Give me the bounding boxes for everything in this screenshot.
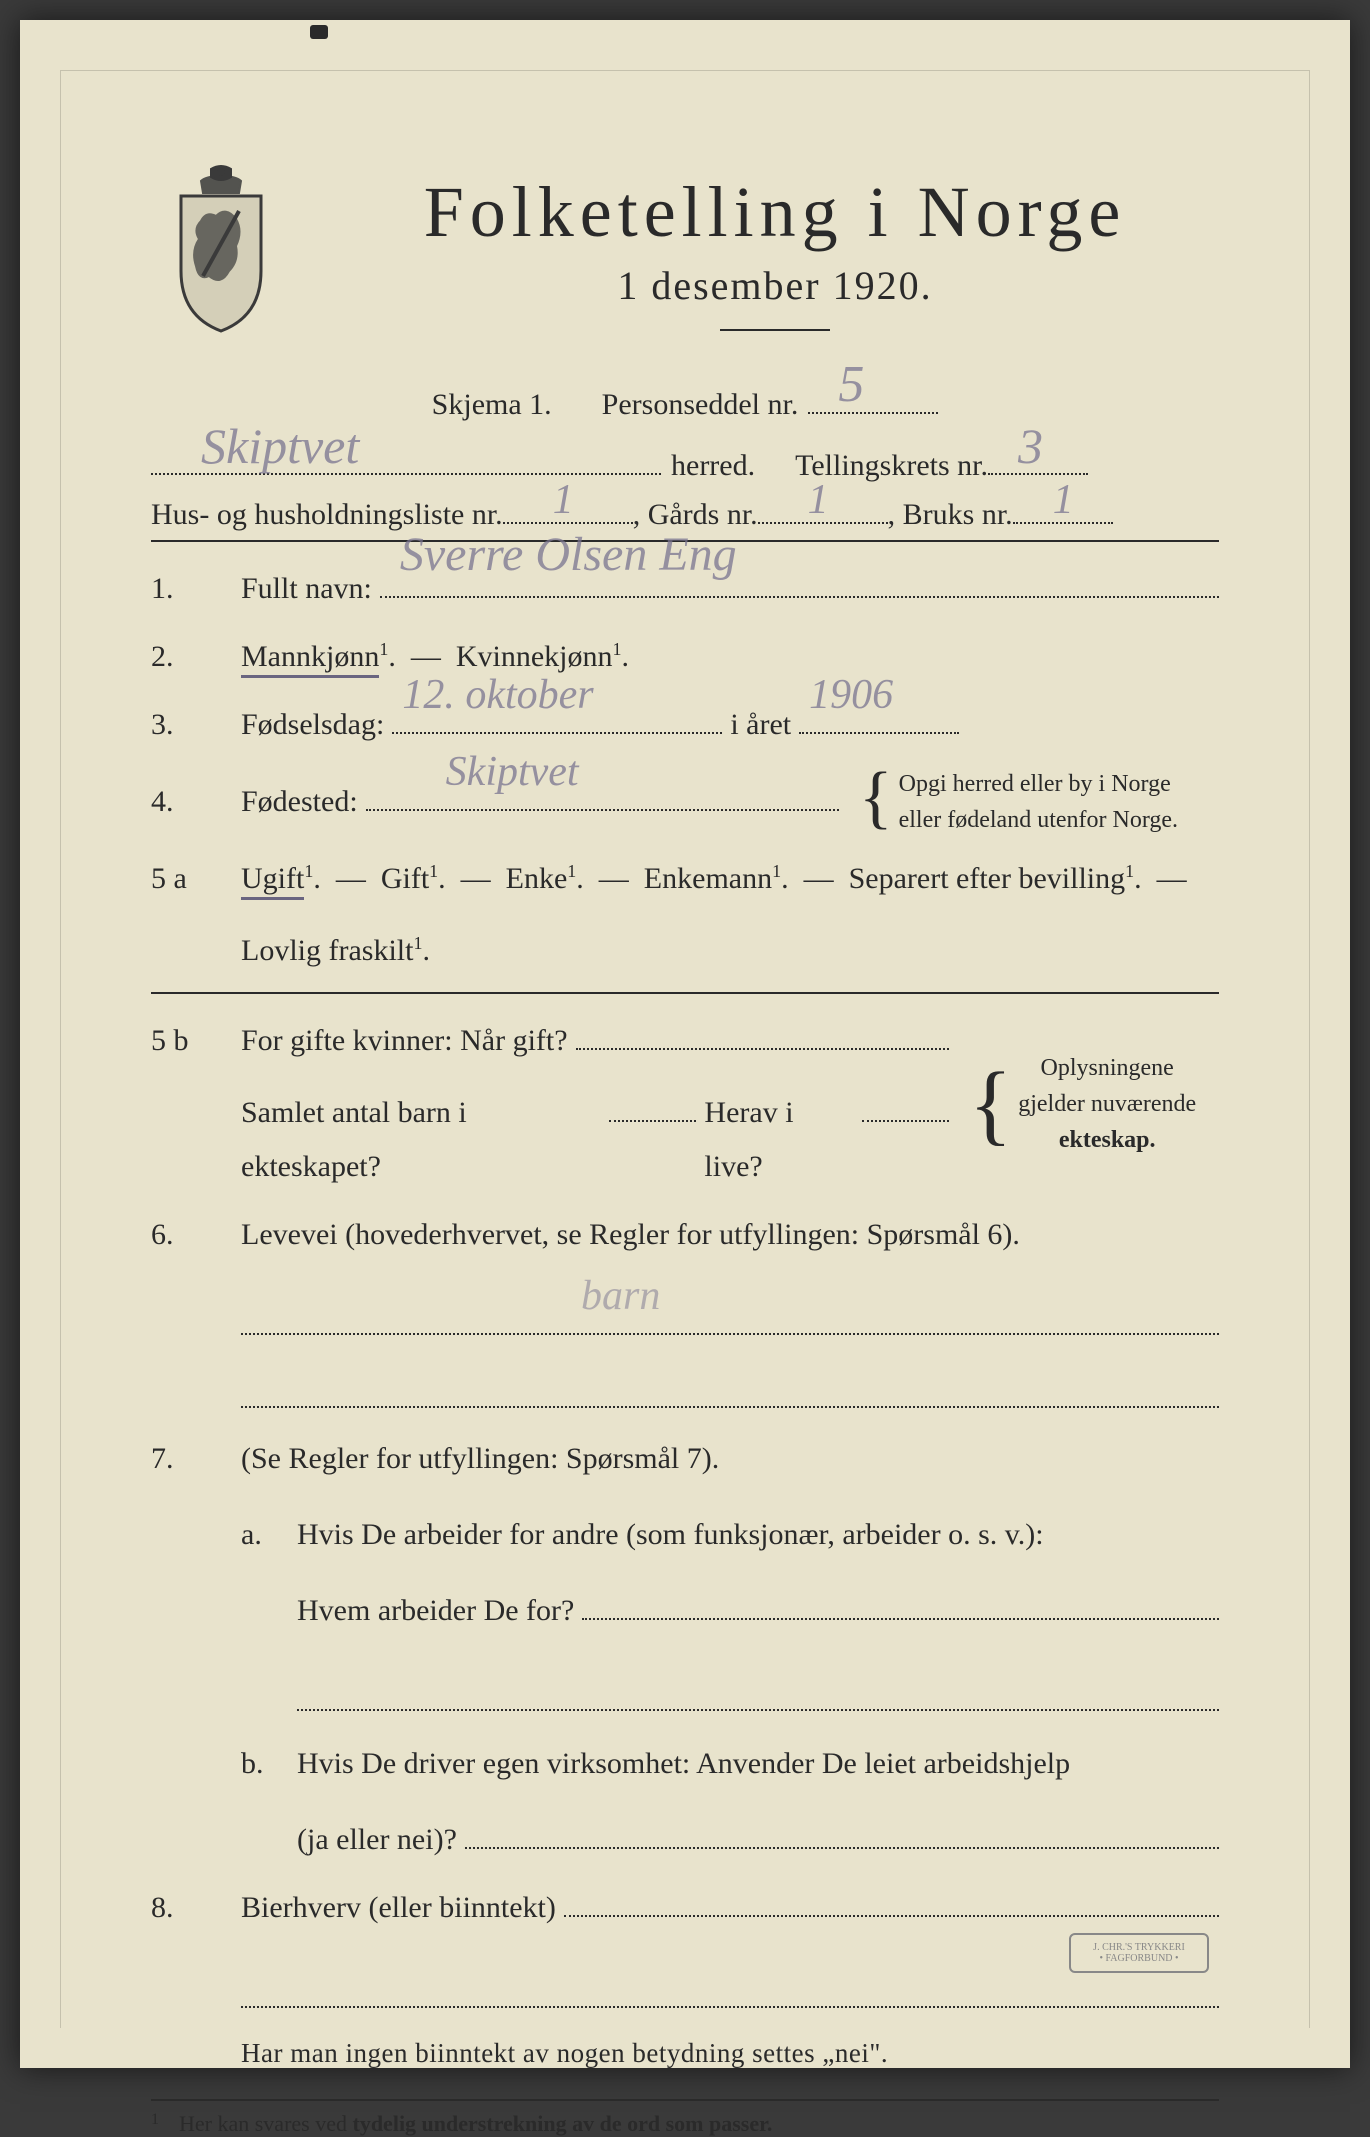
q5b-line1a: For gifte kvinner: Når gift? bbox=[241, 1014, 568, 1068]
tellingskrets-value: 3 bbox=[1018, 417, 1043, 475]
skjema-label-1: Skjema 1. bbox=[432, 388, 552, 422]
q4-num: 4. bbox=[151, 785, 221, 819]
q7b-line2: (ja eller nei)? bbox=[297, 1813, 457, 1867]
q5a-num: 5 a bbox=[151, 862, 221, 896]
question-7: 7. (Se Regler for utfyllingen: Spørsmål … bbox=[151, 1432, 1219, 1867]
bottom-note: Har man ingen biinntekt av nogen betydni… bbox=[151, 2028, 1219, 2079]
q1-num: 1. bbox=[151, 572, 221, 606]
bruks-label: , Bruks nr. bbox=[888, 498, 1013, 532]
question-8: 8. Bierhverv (eller biinntekt) bbox=[151, 1881, 1219, 2008]
question-5a: 5 a Ugift1. — Gift1. — Enke1. — Enkemann… bbox=[151, 852, 1219, 978]
question-3: 3. Fødselsdag: 12. oktober i året 1906 bbox=[151, 698, 1219, 752]
title-divider bbox=[720, 329, 830, 331]
title-block: Folketelling i Norge 1 desember 1920. bbox=[331, 161, 1219, 361]
subtitle: 1 desember 1920. bbox=[331, 262, 1219, 309]
herred-label: herred. bbox=[661, 449, 765, 483]
printer-stamp: J. CHR.'S TRYKKERI • FAGFORBUND • bbox=[1069, 1933, 1209, 1973]
q5b-line2a: Samlet antal barn i ekteskapet? bbox=[241, 1086, 601, 1194]
q7a-line1: Hvis De arbeider for andre (som funksjon… bbox=[297, 1508, 1219, 1562]
q3-label-2: i året bbox=[730, 698, 791, 752]
q8-label: Bierhverv (eller biinntekt) bbox=[241, 1881, 556, 1935]
gards-value: 1 bbox=[808, 476, 829, 524]
q5b-note-1: Oplysningene bbox=[1018, 1050, 1196, 1086]
personseddel-value: 5 bbox=[838, 355, 864, 414]
question-6: 6. Levevei (hovederhvervet, se Regler fo… bbox=[151, 1208, 1219, 1408]
q6-text: Levevei (hovederhvervet, se Regler for u… bbox=[241, 1208, 1219, 1262]
q3-label-1: Fødselsdag: bbox=[241, 698, 384, 752]
skjema-row: Skjema 1. Personseddel nr. 5 bbox=[151, 381, 1219, 422]
coat-of-arms-icon bbox=[151, 161, 291, 341]
q7b-num: b. bbox=[241, 1737, 281, 1867]
q3-year: 1906 bbox=[809, 658, 893, 734]
q5b-line2b: Herav i live? bbox=[704, 1086, 854, 1194]
q5b-note-3: ekteskap. bbox=[1059, 1127, 1156, 1153]
q1-value: Sverre Olsen Eng bbox=[400, 512, 737, 598]
document-page: Folketelling i Norge 1 desember 1920. Sk… bbox=[20, 20, 1350, 2068]
footnote: 1 Her kan svares ved tydelig understrekn… bbox=[151, 2099, 1219, 2137]
question-5b: 5 b For gifte kvinner: Når gift? Samlet … bbox=[151, 1014, 1219, 1194]
question-4: 4. Fødested: Skiptvet { Opgi herred elle… bbox=[151, 766, 1219, 838]
header: Folketelling i Norge 1 desember 1920. bbox=[151, 161, 1219, 361]
q3-birthday: 12. oktober bbox=[402, 658, 593, 734]
q7a-line2: Hvem arbeider De for? bbox=[297, 1584, 574, 1638]
q1-label: Fullt navn: bbox=[241, 562, 372, 616]
q4-label: Fødested: bbox=[241, 775, 358, 829]
q7-num: 7. bbox=[151, 1442, 221, 1476]
q8-num: 8. bbox=[151, 1891, 221, 1925]
main-title: Folketelling i Norge bbox=[331, 171, 1219, 254]
q4-note-2: eller fødeland utenfor Norge. bbox=[899, 802, 1178, 838]
q6-value: barn bbox=[581, 1259, 660, 1335]
q4-note-1: Opgi herred eller by i Norge bbox=[899, 766, 1178, 802]
document-inner: Folketelling i Norge 1 desember 1920. Sk… bbox=[60, 70, 1310, 2028]
q5b-num: 5 b bbox=[151, 1024, 221, 1058]
question-2: 2. Mannkjønn1. — Kvinnekjønn1. bbox=[151, 630, 1219, 684]
q2-num: 2. bbox=[151, 640, 221, 674]
q5b-note-2: gjelder nuværende bbox=[1018, 1091, 1196, 1117]
bruks-value: 1 bbox=[1053, 476, 1074, 524]
q7b-line1: Hvis De driver egen virksomhet: Anvender… bbox=[297, 1737, 1219, 1791]
skjema-label-2: Personseddel nr. bbox=[602, 388, 799, 422]
divider-2 bbox=[151, 992, 1219, 994]
q7-intro: (Se Regler for utfyllingen: Spørsmål 7). bbox=[241, 1432, 1219, 1486]
q4-value: Skiptvet bbox=[446, 735, 579, 811]
q3-num: 3. bbox=[151, 708, 221, 742]
footnote-sup: 1 bbox=[151, 2111, 159, 2137]
herred-name-value: Skiptvet bbox=[201, 417, 359, 475]
q7a-num: a. bbox=[241, 1508, 281, 1711]
question-1: 1. Fullt navn: Sverre Olsen Eng bbox=[151, 562, 1219, 616]
ink-mark bbox=[310, 25, 328, 39]
q6-num: 6. bbox=[151, 1218, 221, 1252]
